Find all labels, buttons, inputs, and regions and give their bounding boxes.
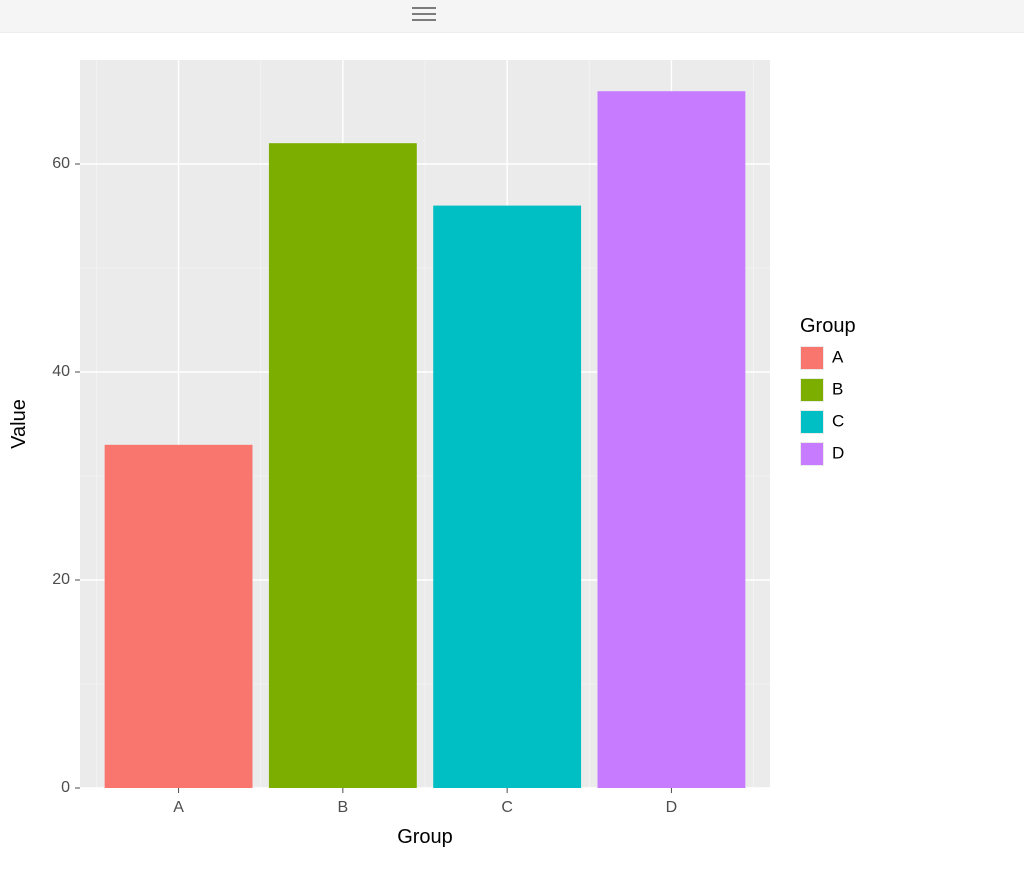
- y-tick-label: 40: [52, 363, 70, 380]
- x-tick-label: B: [338, 799, 349, 816]
- y-tick-label: 60: [52, 155, 70, 172]
- x-tick-label: A: [173, 799, 184, 816]
- legend-title: Group: [800, 315, 856, 337]
- y-tick-label: 0: [61, 779, 70, 796]
- legend: Group ABCD: [800, 315, 856, 466]
- legend-item: C: [800, 410, 844, 434]
- y-tick-label: 20: [52, 571, 70, 588]
- legend-swatch: [801, 379, 823, 401]
- legend-item: D: [800, 442, 844, 466]
- legend-item: B: [800, 378, 843, 402]
- bar-C: [433, 206, 581, 788]
- x-axis-title: Group: [397, 826, 453, 848]
- bar-chart: 0204060 ABCD Group Value Group ABCD: [0, 32, 1024, 885]
- legend-swatch: [801, 347, 823, 369]
- legend-item: A: [800, 346, 844, 370]
- legend-label: C: [832, 411, 844, 430]
- bar-D: [598, 91, 746, 788]
- x-tick-label: C: [501, 799, 513, 816]
- chart-container: 0204060 ABCD Group Value Group ABCD: [0, 32, 1024, 885]
- top-toolbar: [0, 0, 1024, 33]
- legend-label: B: [832, 379, 843, 398]
- bar-B: [269, 143, 417, 788]
- legend-label: D: [832, 443, 844, 462]
- hamburger-icon[interactable]: [410, 4, 438, 26]
- x-tick-label: D: [666, 799, 678, 816]
- legend-swatch: [801, 411, 823, 433]
- bar-A: [105, 445, 253, 788]
- legend-label: A: [832, 347, 844, 366]
- y-axis-title: Value: [8, 399, 30, 449]
- legend-swatch: [801, 443, 823, 465]
